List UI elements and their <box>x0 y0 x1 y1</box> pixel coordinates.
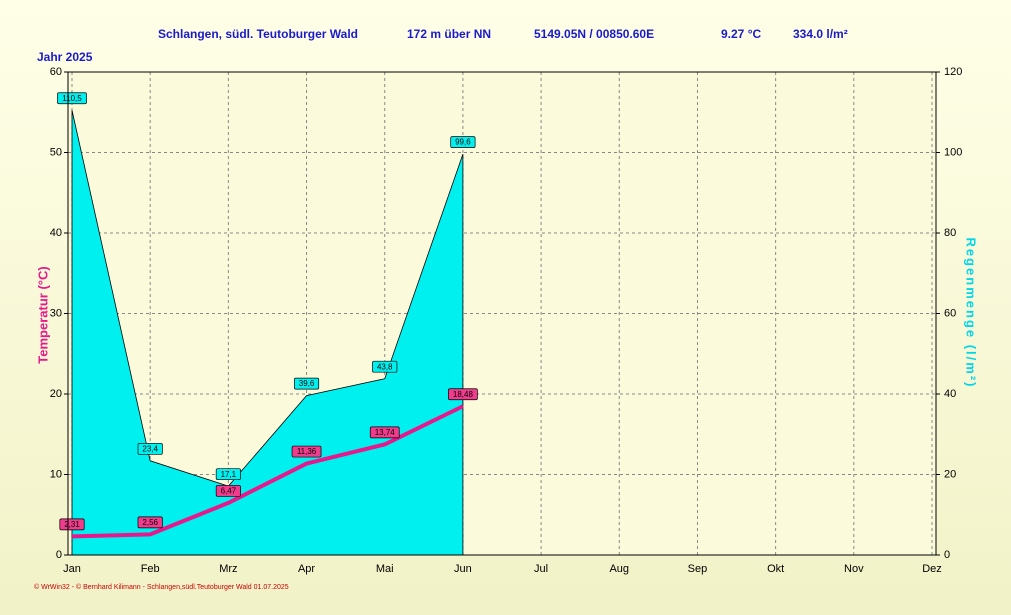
value-label-box <box>291 445 322 458</box>
y-tick-label: 10 <box>50 468 62 480</box>
x-tick-label: Okt <box>767 563 784 575</box>
x-tick-label: Mrz <box>219 563 237 575</box>
header-temperature: 9.27 °C <box>721 27 761 41</box>
value-label: 18,48 <box>453 390 474 399</box>
x-tick-label: Aug <box>609 563 629 575</box>
x-tick-label: Sep <box>688 563 708 575</box>
value-label-box <box>57 92 87 105</box>
x-tick-label: Mai <box>376 563 394 575</box>
value-label-box <box>215 468 241 481</box>
value-label-box <box>137 442 163 455</box>
value-label-box <box>137 516 163 529</box>
x-tick-label: Apr <box>298 563 315 575</box>
value-label-box <box>293 377 320 390</box>
header-elevation: 172 m über NN <box>407 27 491 41</box>
y2-tick-label: 120 <box>944 66 962 78</box>
subtitle: Jahr 2025 <box>37 50 93 64</box>
footer: © WrWin32 - © Bernhard Kilimann - Schlan… <box>34 583 289 591</box>
y2-tick-label: 20 <box>944 468 956 480</box>
value-label: 39,6 <box>299 379 315 388</box>
value-label: 2,31 <box>64 520 80 529</box>
x-tick-label: Jun <box>454 563 472 575</box>
value-label: 13,74 <box>375 428 396 437</box>
value-label-box <box>372 360 398 373</box>
rain-area <box>71 110 464 556</box>
y-tick-label: 20 <box>50 388 62 400</box>
x-tick-label: Jul <box>534 563 548 575</box>
value-label: 17,1 <box>221 470 237 479</box>
value-label-box <box>59 518 85 531</box>
y2-axis-label: Regenmenge (l/m²) <box>964 237 979 388</box>
y2-tick-label: 60 <box>944 307 956 319</box>
y2-tick-label: 0 <box>944 549 950 561</box>
y2-tick-label: 100 <box>944 146 962 158</box>
value-label-box <box>369 426 400 439</box>
plot-frame <box>67 71 937 556</box>
value-label-box <box>450 136 476 148</box>
value-label-box <box>448 388 478 401</box>
y-tick-label: 0 <box>56 549 62 561</box>
y2-tick-label: 40 <box>944 388 956 400</box>
value-label: 99,6 <box>455 138 471 147</box>
x-tick-label: Dez <box>922 563 942 575</box>
y-tick-label: 40 <box>50 227 62 239</box>
value-label-box <box>215 485 241 497</box>
header-coordinates: 5149.05N / 00850.60E <box>534 27 654 41</box>
value-label: 6,47 <box>221 487 237 496</box>
y-tick-label: 60 <box>50 66 62 78</box>
header-title: Schlangen, südl. Teutoburger Wald <box>158 27 358 41</box>
y2-tick-label: 80 <box>944 227 956 239</box>
y-tick-label: 50 <box>50 146 62 158</box>
x-tick-label: Jan <box>63 563 81 575</box>
value-label: 110,5 <box>62 94 82 103</box>
y-axis-label: Temperatur (°C) <box>35 266 50 363</box>
value-label: 11,36 <box>297 447 317 456</box>
header-rain: 334.0 l/m² <box>793 27 848 41</box>
value-label: 2,56 <box>142 518 158 527</box>
y-tick-label: 30 <box>50 307 62 319</box>
value-label: 23,4 <box>142 444 158 453</box>
value-label: 43,8 <box>377 362 393 371</box>
x-tick-label: Nov <box>844 563 864 575</box>
x-tick-label: Feb <box>141 563 160 575</box>
